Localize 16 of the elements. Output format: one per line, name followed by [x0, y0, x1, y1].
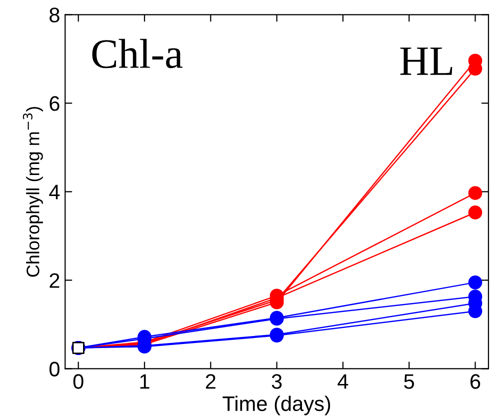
x-tick-label: 0: [73, 374, 84, 389]
x-axis-title: Time (days): [222, 396, 330, 416]
y-tick-label: 2: [50, 273, 60, 288]
x-tick-label: 4: [338, 374, 348, 389]
x-tick-label: 1: [140, 374, 150, 389]
annotation: HL: [400, 48, 452, 75]
annotation: Chl-a: [92, 38, 183, 68]
y-tick-label: 8: [50, 8, 60, 22]
x-tick-label: 6: [470, 374, 480, 389]
x-tick-label: 3: [272, 374, 282, 389]
y-axis-title: Chlorophyll (mg m$^{−3}$): [22, 106, 43, 277]
y-tick-label: 4: [49, 184, 60, 200]
y-tick-label: 0: [49, 362, 60, 376]
y-tick-label: 6: [50, 96, 60, 111]
x-tick-label: 2: [206, 374, 216, 389]
x-tick-label: 5: [404, 374, 414, 389]
